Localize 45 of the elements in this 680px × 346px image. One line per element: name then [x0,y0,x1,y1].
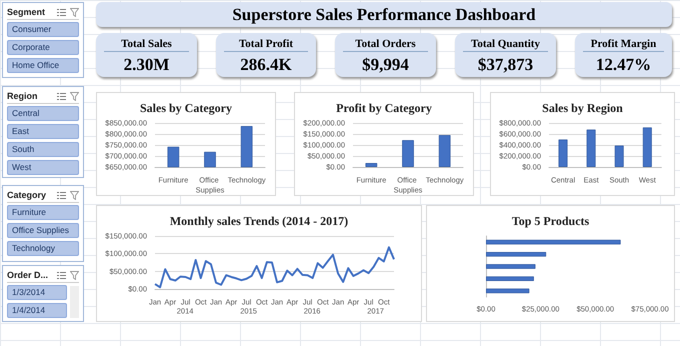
bar [365,163,378,167]
text: Central [7,106,79,121]
bar [558,140,568,167]
bar [642,127,652,167]
text: Total Sales [104,38,189,52]
text: Superstore Sales Performance Dashboard [96,2,672,27]
bar [586,130,596,167]
bar [486,264,536,269]
text: Total Orders [343,38,428,52]
text: $9,994 [361,55,410,75]
text: South [7,142,79,157]
bar [486,252,546,257]
text: 2.30M [122,55,170,75]
text: East [7,124,79,139]
text: Order D... [7,270,50,280]
bar [614,146,624,167]
text: West [7,160,79,175]
text: Technology [7,241,79,256]
bar [486,288,530,294]
chart-title: Sales by Category [140,101,232,115]
text: Furniture [7,205,79,220]
text: Office Supplies [7,223,79,238]
text: 12.47% [594,55,652,75]
text: Home Office [7,58,79,73]
bar [438,135,451,167]
text: 286.4K [239,55,293,75]
text: Category [7,190,48,200]
text: Total Quantity [463,38,548,52]
text: Segment [7,7,46,17]
text: Profit Margin [583,38,664,52]
text: Total Profit [224,38,308,52]
text: $37,873 [476,55,534,75]
line-series [154,246,395,288]
bar [486,240,621,244]
chart-title: Profit by Category [336,101,432,115]
text: 1/3/2014 [7,285,67,300]
text: Region [7,91,38,101]
bar [402,140,414,167]
text: 1/4/2014 [7,303,67,318]
text: Corporate [7,40,79,55]
chart-title: Sales by Region [542,101,624,115]
text: Consumer [7,22,79,37]
bar [486,276,534,282]
chart-title: Monthly sales Trends (2014 - 2017) [170,214,348,228]
chart-title: Top 5 Products [512,214,590,228]
